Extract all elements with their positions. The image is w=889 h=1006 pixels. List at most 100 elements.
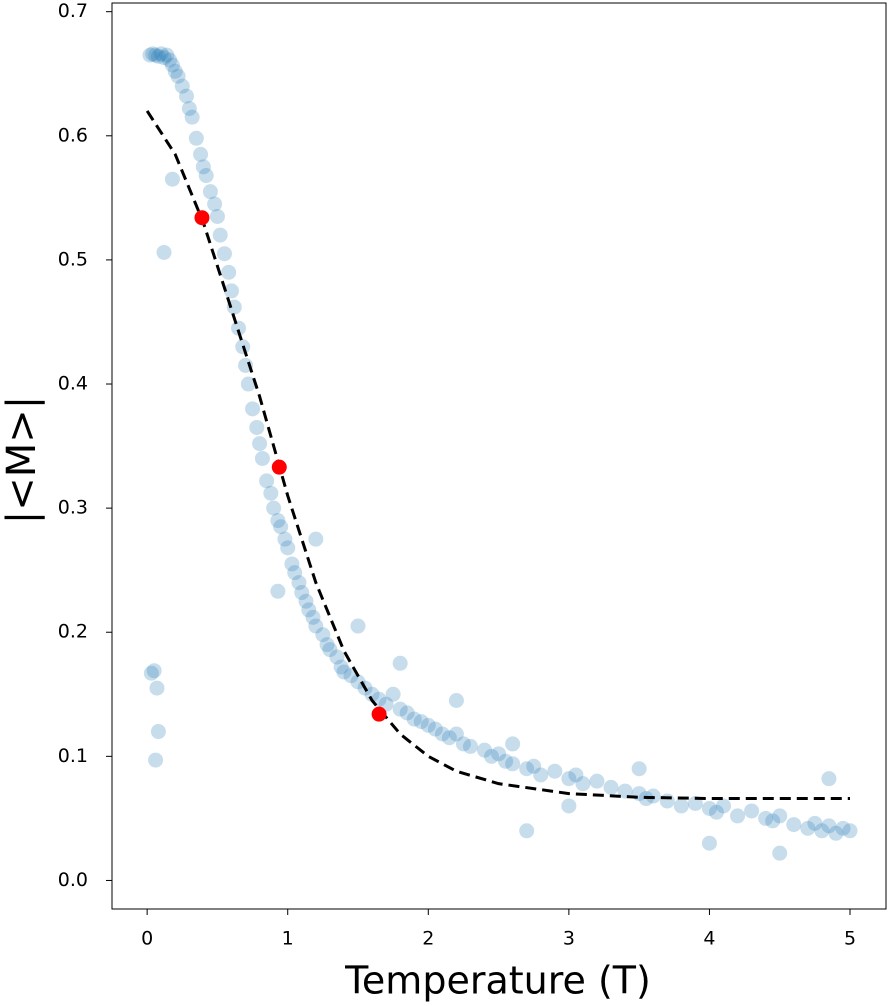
point — [322, 642, 338, 658]
point — [547, 763, 563, 779]
point — [145, 46, 161, 62]
point — [385, 686, 401, 702]
point — [744, 803, 760, 819]
point — [631, 761, 647, 777]
point — [406, 711, 422, 727]
point — [730, 808, 746, 824]
point — [287, 565, 303, 581]
point — [427, 721, 443, 737]
x-tick-label: 2 — [422, 928, 434, 950]
point — [195, 159, 211, 175]
point — [448, 692, 464, 708]
point — [170, 68, 186, 84]
point — [179, 88, 195, 104]
x-axis-label: Temperature (T) — [344, 959, 651, 1003]
point — [491, 746, 507, 762]
point — [835, 820, 851, 836]
point — [240, 376, 256, 392]
point — [526, 758, 542, 774]
point — [336, 664, 352, 680]
point — [484, 748, 500, 764]
point — [143, 665, 159, 681]
point — [301, 602, 317, 618]
plot-frame — [111, 2, 887, 910]
point — [807, 815, 823, 831]
x-tick-label: 1 — [282, 928, 294, 950]
point — [308, 618, 324, 634]
point — [270, 583, 286, 599]
point — [329, 649, 345, 665]
point — [150, 724, 166, 740]
point — [603, 779, 619, 795]
point — [434, 726, 450, 742]
point — [800, 820, 816, 836]
point — [202, 184, 218, 200]
point — [294, 585, 310, 601]
point — [772, 808, 788, 824]
point — [519, 761, 535, 777]
point — [477, 742, 493, 758]
point — [392, 701, 408, 717]
point — [156, 50, 172, 66]
point — [519, 823, 535, 839]
point — [148, 752, 164, 768]
point — [207, 196, 223, 212]
point — [568, 767, 584, 783]
point — [505, 756, 521, 772]
fit-line — [145, 110, 851, 801]
point — [149, 680, 165, 696]
point — [371, 706, 387, 722]
point — [252, 436, 268, 452]
point — [659, 793, 675, 809]
point — [350, 618, 366, 634]
point — [392, 655, 408, 671]
point — [786, 817, 802, 833]
point — [280, 540, 296, 556]
point — [164, 57, 180, 73]
point — [156, 244, 172, 260]
y-tick-label: 0.3 — [58, 497, 88, 519]
y-axis-label: |<M>| — [0, 396, 45, 525]
point — [333, 659, 349, 675]
point — [701, 800, 717, 816]
point — [758, 810, 774, 826]
x-tick-label: 5 — [844, 928, 856, 950]
point — [174, 78, 190, 94]
point — [159, 47, 175, 63]
point — [772, 845, 788, 861]
point — [184, 109, 200, 125]
point — [498, 753, 514, 769]
point — [708, 804, 724, 820]
point — [216, 246, 232, 262]
point — [223, 283, 239, 299]
point — [319, 637, 335, 653]
point — [291, 575, 307, 591]
point — [181, 100, 197, 116]
point — [193, 146, 209, 162]
point — [828, 825, 844, 841]
point — [148, 47, 164, 63]
point — [142, 47, 158, 63]
point — [462, 738, 478, 754]
point — [364, 686, 380, 702]
point — [561, 798, 577, 814]
point — [842, 823, 858, 839]
point — [561, 771, 577, 787]
point — [231, 320, 247, 336]
x-tick-label: 3 — [563, 928, 575, 950]
point — [814, 823, 830, 839]
point — [413, 714, 429, 730]
point — [589, 773, 605, 789]
point — [533, 767, 549, 783]
y-tick-label: 0.6 — [58, 124, 88, 146]
point — [765, 813, 781, 829]
point — [266, 500, 282, 516]
y-tick-label: 0.0 — [58, 869, 88, 891]
point — [194, 210, 210, 226]
point — [270, 513, 286, 529]
point — [305, 609, 321, 625]
point — [284, 556, 300, 572]
point — [617, 783, 633, 799]
point — [198, 168, 214, 184]
